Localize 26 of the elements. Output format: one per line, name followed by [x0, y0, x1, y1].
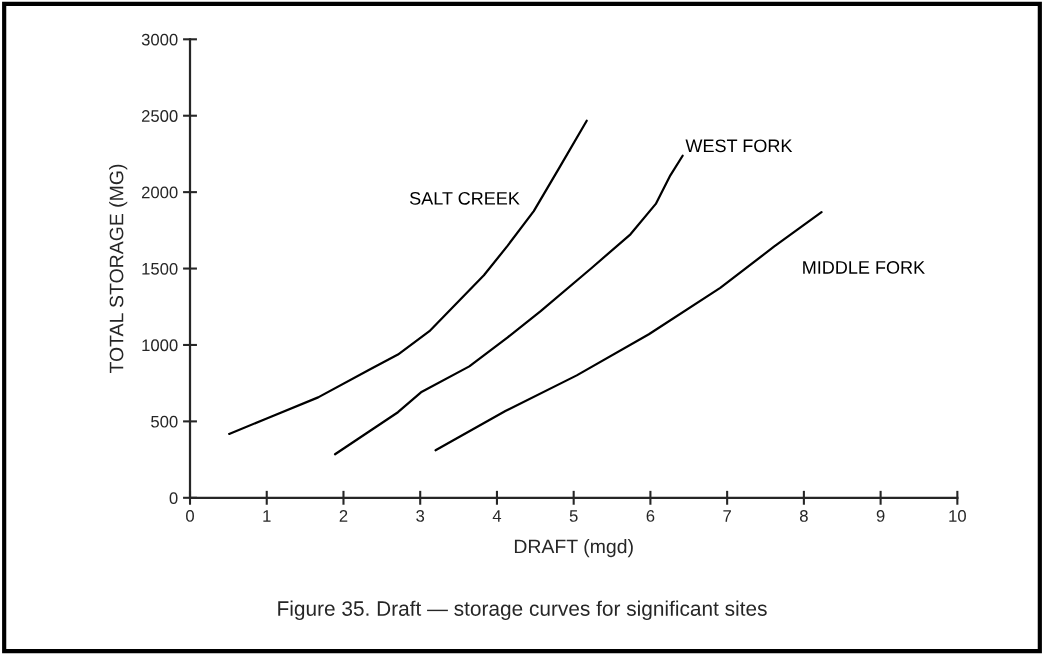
y-tick-label: 0 [169, 492, 178, 504]
x-tick-label: 4 [492, 510, 502, 522]
x-tick-label: 7 [723, 510, 731, 522]
text: Figure 35. Draft — storage curves for significant sites [278, 600, 767, 621]
y-tick-label: 1500 [142, 262, 178, 275]
series-label: SALT CREEK [409, 191, 520, 205]
x-tick-label: 6 [646, 510, 655, 522]
y-tick-label: 500 [151, 415, 178, 428]
y-tick-label: 3000 [141, 33, 178, 46]
x-tick-label: 1 [263, 510, 271, 522]
line-series [228, 119, 588, 436]
y-tick-label: 2500 [141, 110, 178, 122]
y-tick-label: 2000 [141, 186, 178, 199]
x-tick-label: 0 [186, 510, 194, 522]
line-series [333, 154, 684, 456]
x-tick-label: 2 [339, 510, 348, 522]
y-axis-title: TOTAL STORAGE (MG) [109, 164, 128, 374]
x-axis-title: DRAFT (mgd) [514, 539, 633, 558]
series-label: WEST FORK [685, 139, 793, 153]
x-tick-label: 3 [416, 510, 425, 522]
x-tick-label: 5 [569, 510, 578, 522]
x-tick-label: 8 [799, 510, 808, 522]
x-tick-label: 10 [949, 510, 966, 522]
series-label: MIDDLE FORK [803, 261, 925, 274]
y-tick-label: 1000 [142, 339, 178, 352]
x-tick-label: 9 [876, 510, 885, 522]
